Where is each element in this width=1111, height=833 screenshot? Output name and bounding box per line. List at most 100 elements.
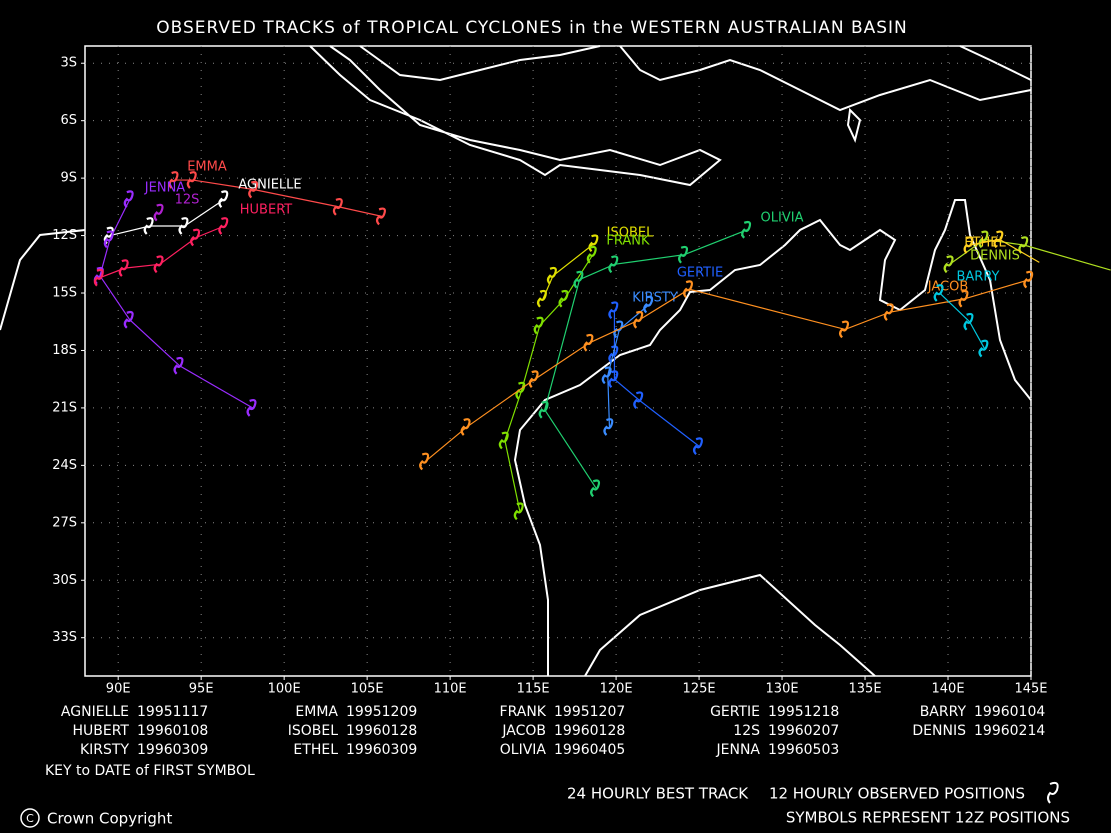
coastline (513, 199, 1032, 676)
cyclone-symbol (573, 270, 584, 289)
cyclone-symbol (633, 391, 644, 410)
cyclone-symbol (246, 399, 257, 417)
key-name: JACOB (501, 723, 546, 739)
key-date: 19960214 (974, 723, 1045, 739)
track-label: HUBERT (240, 203, 293, 218)
y-tick-label: 18S (52, 343, 77, 358)
cyclone-symbol (178, 217, 189, 235)
coastline (619, 45, 1032, 112)
cyclone-symbol (978, 339, 989, 358)
key-date: 19960108 (137, 723, 208, 739)
cyclone-symbol (608, 370, 619, 388)
key-name: EMMA (295, 704, 338, 720)
track-label: EMMA (187, 160, 227, 175)
track-label: GERTIE (677, 266, 723, 281)
y-tick-label: 15S (52, 286, 77, 301)
cyclone-symbol (118, 259, 129, 277)
cyclone-symbol (608, 301, 619, 320)
key-date: 19960503 (768, 742, 839, 758)
cyclone-symbol (332, 197, 343, 216)
cyclone-symbol (533, 316, 544, 335)
coastline (0, 229, 86, 331)
x-tick-label: 135E (849, 682, 882, 697)
track-label: FRANK (606, 234, 650, 249)
track-label: BARRY (957, 270, 1000, 285)
x-tick-label: 120E (600, 682, 633, 697)
track-label: ISOBEL (607, 226, 654, 241)
cyclone-symbol (963, 236, 974, 254)
key-title: KEY to DATE of FIRST SYMBOL (45, 763, 255, 779)
x-tick-label: 100E (268, 682, 301, 697)
x-tick-label: 105E (351, 682, 384, 697)
cyclone-symbol (498, 431, 509, 450)
cyclone-symbol (103, 230, 114, 249)
key-date: 19951218 (768, 704, 839, 720)
coastline (309, 45, 722, 187)
key-name: DENNIS (912, 723, 966, 739)
x-tick-label: 130E (766, 682, 799, 697)
y-tick-label: 27S (52, 515, 77, 530)
cyclone-symbol (186, 171, 197, 189)
x-tick-label: 90E (106, 682, 131, 697)
key-name: GERTIE (710, 704, 760, 720)
key-name: KIRSTY (80, 742, 129, 758)
cyclone-symbol (93, 268, 104, 287)
track (109, 198, 225, 237)
cyclone-symbol (993, 230, 1004, 249)
cyclone-symbol (538, 400, 549, 419)
cyclone-symbol (375, 207, 386, 226)
cyclone-symbol (958, 289, 969, 308)
cyclone-symbol (419, 452, 430, 471)
cyclone-symbol (190, 228, 201, 247)
key-name: BARRY (920, 704, 967, 720)
y-tick-label: 24S (52, 458, 77, 473)
cyclone-symbol (741, 220, 752, 239)
y-tick-label: 9S (60, 171, 77, 186)
x-tick-label: 110E (434, 682, 467, 697)
coastlines (0, 45, 1032, 677)
cyclone-symbol (683, 280, 694, 298)
track (504, 254, 594, 512)
cyclone-symbol (103, 226, 114, 245)
cyclone-symbol (168, 171, 179, 189)
cyclone-symbol (143, 217, 154, 235)
cyclone-symbol (588, 234, 599, 253)
cyclone-symbol (515, 381, 526, 400)
y-tick-label: 21S (52, 400, 77, 415)
x-tick-label: 145E (1014, 682, 1047, 697)
track (544, 229, 748, 489)
cyclone-symbol (218, 190, 229, 208)
cyclone-symbol (583, 333, 594, 352)
cyclone-symbol (1023, 270, 1034, 289)
legend-symbol (1047, 781, 1059, 804)
cyclone-symbol (943, 255, 954, 274)
x-tick-label: 140E (932, 682, 965, 697)
cyclone-symbol (153, 203, 164, 222)
coastline (846, 107, 862, 143)
footer-track: 24 HOURLY BEST TRACK (567, 785, 749, 803)
cyclone-symbol (608, 255, 619, 274)
y-tick-label: 30S (52, 573, 77, 588)
key-name: 12S (733, 723, 760, 739)
cyclone-symbol (460, 418, 471, 436)
plot-frame (84, 45, 1032, 677)
cyclone-symbol (173, 356, 184, 375)
cyclone-symbol (692, 437, 703, 455)
key-date: 19960128 (554, 723, 625, 739)
map-title: OBSERVED TRACKS of TROPICAL CYCLONES in … (156, 18, 908, 38)
cyclone-symbol (839, 320, 850, 339)
cyclone-symbol (963, 312, 974, 331)
key-date: 19960104 (974, 704, 1045, 720)
y-tick-label: 3S (60, 56, 77, 71)
cyclone-symbol (248, 180, 259, 199)
track-label: JENNA (144, 181, 185, 196)
footer-positions: 12 HOURLY OBSERVED POSITIONS (769, 785, 1025, 803)
track-label: KIRSTY (632, 291, 678, 306)
copyright-circle (20, 808, 40, 828)
cyclone-symbol (546, 266, 557, 285)
copyright-c: C (26, 812, 34, 825)
key-date: 19960309 (346, 742, 417, 758)
